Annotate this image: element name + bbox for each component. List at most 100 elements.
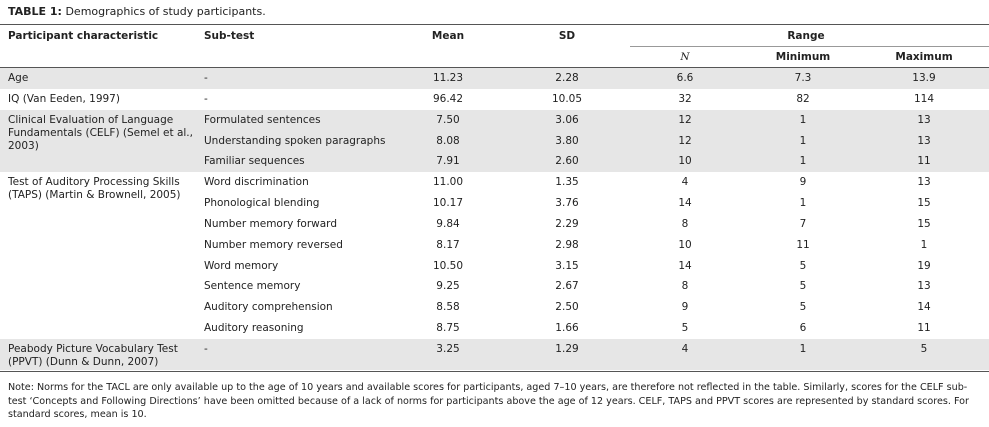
characteristic: IQ (Van Eeden, 1997): [8, 93, 120, 105]
cell: 7.50: [436, 114, 460, 126]
cell: 12: [678, 114, 692, 126]
cell: 3.15: [555, 259, 579, 272]
cell: 32: [678, 93, 692, 105]
cell: 14: [678, 196, 692, 209]
row-shade: [0, 110, 989, 172]
cell: 2.50: [555, 301, 579, 314]
subtest: Word discrimination: [204, 176, 309, 188]
cell: 14: [678, 259, 692, 272]
subtest: Number memory forward: [204, 217, 337, 230]
cell: 1: [799, 155, 807, 168]
cell: 6: [799, 322, 807, 335]
cell: 8.58: [436, 301, 460, 314]
cell: 1: [799, 114, 807, 126]
cell: 1.29: [555, 343, 579, 355]
subtest: -: [204, 93, 208, 105]
subtest: Familiar sequences: [204, 155, 305, 168]
cell: 13.9: [912, 72, 936, 84]
subtest: -: [204, 343, 208, 355]
cell: 9: [799, 176, 807, 188]
cell: 96.42: [432, 93, 464, 105]
cell: 10: [678, 155, 692, 168]
title-text: Demographics of study participants.: [65, 5, 266, 18]
cell: 12: [678, 134, 692, 147]
cell: 9.25: [436, 280, 460, 293]
cell: 10: [678, 238, 692, 251]
cell: 3.76: [555, 196, 579, 209]
cell: 9.84: [436, 217, 460, 230]
cell: 3.06: [555, 114, 579, 126]
header: Sub-test: [204, 30, 255, 42]
subtest: Understanding spoken paragraphs: [204, 134, 386, 147]
cell: 6.6: [676, 72, 694, 84]
cell: 114: [913, 93, 935, 105]
subtest: Formulated sentences: [204, 114, 321, 126]
row-shade: [0, 339, 989, 370]
characteristic: Clinical Evaluation of Language Fundamen…: [8, 114, 193, 152]
header: Minimum: [775, 51, 831, 63]
cell: 19: [917, 259, 931, 272]
cell: 15: [917, 196, 931, 209]
cell: 5: [799, 280, 807, 293]
cell: 5: [681, 322, 689, 335]
subtest: Word memory: [204, 259, 279, 272]
cell: 11: [796, 238, 810, 251]
cell: 2.67: [555, 280, 579, 293]
cell: 82: [796, 93, 810, 105]
subtest: -: [204, 72, 208, 84]
cell: 7: [799, 217, 807, 230]
cell: 7.91: [436, 155, 460, 168]
cell: 4: [681, 176, 689, 188]
cell: 3.25: [436, 343, 460, 355]
cell: 5: [920, 343, 928, 355]
header: Participant characteristic: [8, 30, 159, 42]
table-note: Note: Norms for the TACL are only availa…: [8, 382, 969, 420]
cell: 1.35: [555, 176, 579, 188]
cell: 11: [917, 322, 931, 335]
cell: 11.23: [432, 72, 464, 84]
header: Mean: [431, 30, 465, 42]
characteristic: Peabody Picture Vocabulary Test (PPVT) (…: [8, 343, 178, 368]
cell: 5: [799, 301, 807, 314]
cell: 1: [920, 238, 928, 251]
characteristic: Test of Auditory Processing Skills (TAPS…: [8, 176, 181, 201]
cell: 13: [917, 114, 931, 126]
cell: 2.29: [555, 217, 579, 230]
header: Maximum: [895, 51, 953, 63]
cell: 8: [681, 217, 689, 230]
cell: 3.80: [555, 134, 579, 147]
title-label: TABLE 1:: [8, 5, 62, 18]
subtest: Auditory reasoning: [204, 322, 304, 335]
cell: 10.17: [432, 196, 464, 209]
cell: 1.66: [555, 322, 579, 335]
subtest: Phonological blending: [204, 196, 320, 209]
cell: 14: [917, 301, 931, 314]
table-title: TABLE 1: Demographics of study participa…: [8, 5, 266, 18]
row-shade: [0, 68, 989, 89]
cell: 13: [917, 134, 931, 147]
cell: 1: [799, 343, 807, 355]
cell: 8.17: [436, 238, 460, 251]
header-rule: [0, 67, 989, 68]
bottom-rule: [0, 371, 989, 372]
cell: 10.50: [432, 259, 464, 272]
cell: 8.75: [436, 322, 460, 335]
cell: 8.08: [436, 134, 460, 147]
cell: 7.3: [794, 72, 812, 84]
cell: 1: [799, 196, 807, 209]
cell: 13: [917, 176, 931, 188]
cell: 9: [681, 301, 689, 314]
cell: 15: [917, 217, 931, 230]
subtest: Sentence memory: [204, 280, 301, 293]
cell: 2.98: [555, 238, 579, 251]
subtest: Auditory comprehension: [204, 301, 333, 314]
cell: 11.00: [432, 176, 464, 188]
range-rule: [630, 46, 989, 47]
header: SD: [558, 30, 576, 42]
cell: 2.60: [555, 155, 579, 168]
top-rule: [0, 24, 989, 25]
cell: 5: [799, 259, 807, 272]
cell: 1: [799, 134, 807, 147]
cell: 10.05: [551, 93, 583, 105]
